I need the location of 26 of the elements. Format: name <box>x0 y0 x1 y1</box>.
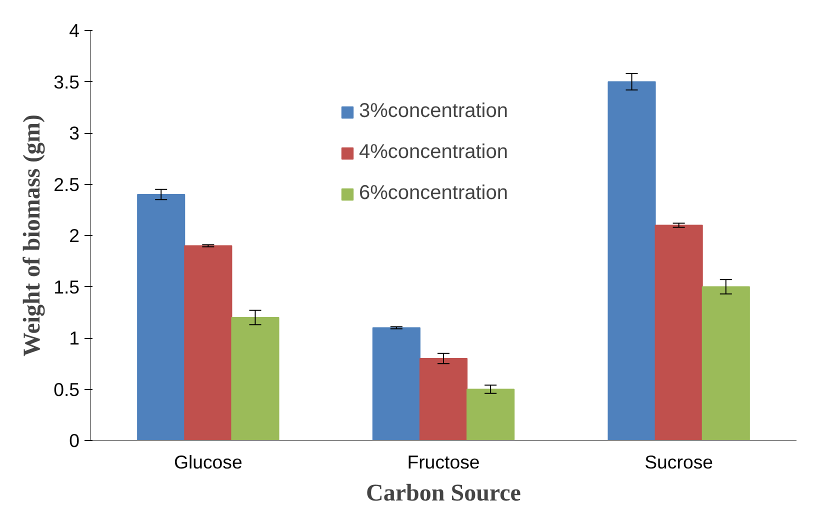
x-axis-title: Carbon Source <box>366 480 522 506</box>
y-tick-label: 0.5 <box>54 378 80 400</box>
legend-label: 6%concentration <box>359 182 508 205</box>
bar <box>654 224 703 440</box>
bar <box>184 245 232 440</box>
legend-label: 4%concentration <box>359 141 508 164</box>
bar <box>137 194 186 440</box>
y-tick-label: 4 <box>69 20 80 41</box>
bar <box>608 81 656 440</box>
bar <box>231 317 280 440</box>
bar <box>372 327 420 440</box>
y-axis-title: Weight of biomass (gm) <box>20 114 46 356</box>
x-tick-label: Glucose <box>174 452 242 472</box>
y-tick-label: 2 <box>69 225 80 246</box>
bar <box>419 358 468 440</box>
y-tick-label: 1 <box>69 328 80 348</box>
x-tick-label: Sucrose <box>644 452 714 472</box>
y-tick-label: 1.5 <box>54 276 80 298</box>
y-tick-label: 0 <box>69 430 80 451</box>
x-tick-label: Fructose <box>407 452 480 472</box>
y-tick-label: 2.5 <box>54 174 80 195</box>
bar <box>702 286 750 440</box>
y-tick-label: 3 <box>69 122 80 144</box>
bar <box>466 388 515 440</box>
y-tick-label: 3.5 <box>54 71 80 92</box>
legend-label: 3%concentration <box>359 100 508 123</box>
